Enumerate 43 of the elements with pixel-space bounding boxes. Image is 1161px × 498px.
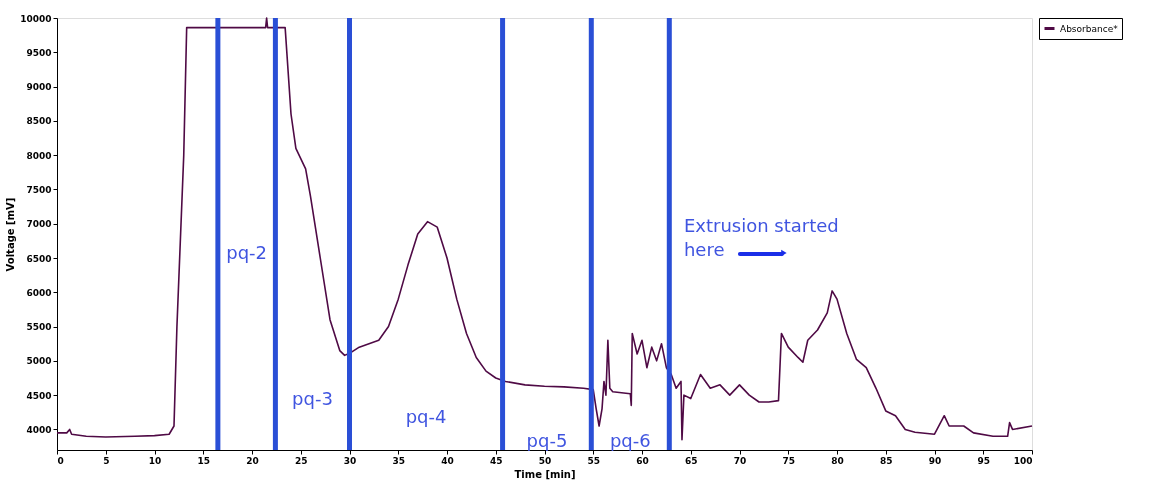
y-tick-label: 4500 <box>26 390 52 401</box>
y-tick-label: 4000 <box>26 424 52 435</box>
y-tick-label: 7500 <box>26 184 52 195</box>
legend-label: Absorbance* <box>1060 23 1119 34</box>
x-tick-label: 20 <box>246 455 259 466</box>
x-tick-label: 10 <box>148 455 162 466</box>
y-tick-label: 8500 <box>26 116 52 127</box>
x-tick-label: 80 <box>831 455 844 466</box>
x-tick-label: 25 <box>294 455 308 466</box>
x-tick-label: 5 <box>103 455 110 466</box>
x-tick-label: 15 <box>197 455 211 466</box>
x-tick-label: 35 <box>392 455 406 466</box>
y-tick-label: 9500 <box>26 47 52 58</box>
x-tick-label: 55 <box>587 455 601 466</box>
x-axis-title: Time [min] <box>514 468 576 480</box>
y-tick-label: 9000 <box>26 82 52 93</box>
x-tick-label: 90 <box>928 455 942 466</box>
annotation: pq-3 <box>292 388 333 409</box>
y-tick-label: 5000 <box>26 356 52 367</box>
x-tick-label: 0 <box>57 455 64 466</box>
y-tick-label: 5500 <box>26 322 52 333</box>
x-tick-label: 60 <box>636 455 649 466</box>
y-tick-label: 8000 <box>26 150 52 161</box>
y-tick-label: 10000 <box>20 13 52 24</box>
annotation: Extrusion started here <box>683 215 839 260</box>
x-tick-label: 75 <box>782 455 796 466</box>
annotation: pq-2 <box>226 242 268 263</box>
x-tick-label: 50 <box>538 455 552 466</box>
x-tick-label: 95 <box>977 455 991 466</box>
x-tick-label: 100 <box>1013 455 1033 466</box>
annotation: pq-6 <box>609 430 651 451</box>
x-tick-label: 65 <box>684 455 698 466</box>
annotation: pq-4 <box>405 406 447 427</box>
x-tick-label: 70 <box>733 455 747 466</box>
x-tick-label: 40 <box>441 455 454 466</box>
x-tick-label: 85 <box>879 455 893 466</box>
y-tick-label: 7000 <box>26 219 52 230</box>
x-tick-label: 45 <box>489 455 503 466</box>
y-tick-label: 6500 <box>26 253 52 264</box>
annotation: pq-5 <box>526 430 568 451</box>
y-tick-label: 6000 <box>26 287 52 298</box>
y-axis-title: Voltage [mV] <box>5 197 17 272</box>
x-tick-label: 30 <box>343 455 357 466</box>
